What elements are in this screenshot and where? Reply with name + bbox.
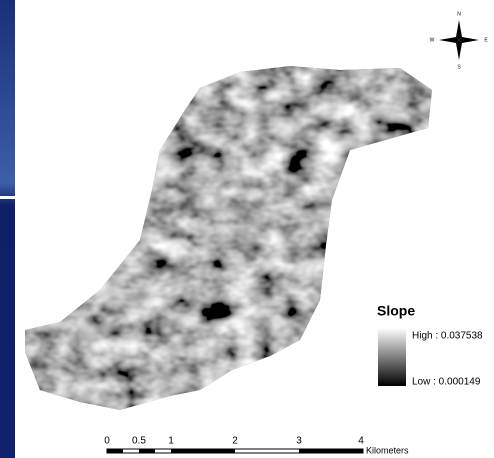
map-page: N S E W Slope High : 0.037538 Low : 0.00… [0,0,494,458]
scale-label: 3 [296,436,302,447]
scale-segment [139,449,155,453]
compass-arrow [456,20,462,40]
legend-ramp [378,328,406,386]
scale-label: 0.5 [132,436,146,447]
legend-low: Low : 0.000149 [412,377,481,388]
legend-title: Slope [377,303,415,319]
compass-arrow [439,37,459,43]
scale-segment [107,449,123,453]
compass: N S E W [430,11,489,70]
compass-w: W [430,37,435,43]
scale-segment [299,449,363,453]
scale-label: 0 [104,436,110,447]
compass-s: S [457,64,461,70]
scale-label: 4 [358,436,364,447]
scale-unit: Kilometers [366,445,409,455]
compass-arrow [459,37,479,43]
compass-e: E [484,37,488,43]
scale-label: 2 [232,436,238,447]
compass-arrow [456,40,462,60]
raster-texture [20,60,440,420]
side-divider [0,196,15,199]
scale-segment [171,449,235,453]
scale-bar: 0 0.5 1 2 3 4 Kilometers [104,436,409,456]
compass-n: N [457,11,461,17]
scale-label: 1 [168,436,174,447]
legend-high: High : 0.037538 [412,331,483,342]
side-strip [0,0,15,458]
slope-raster [20,60,440,420]
legend: Slope High : 0.037538 Low : 0.000149 [377,303,483,388]
